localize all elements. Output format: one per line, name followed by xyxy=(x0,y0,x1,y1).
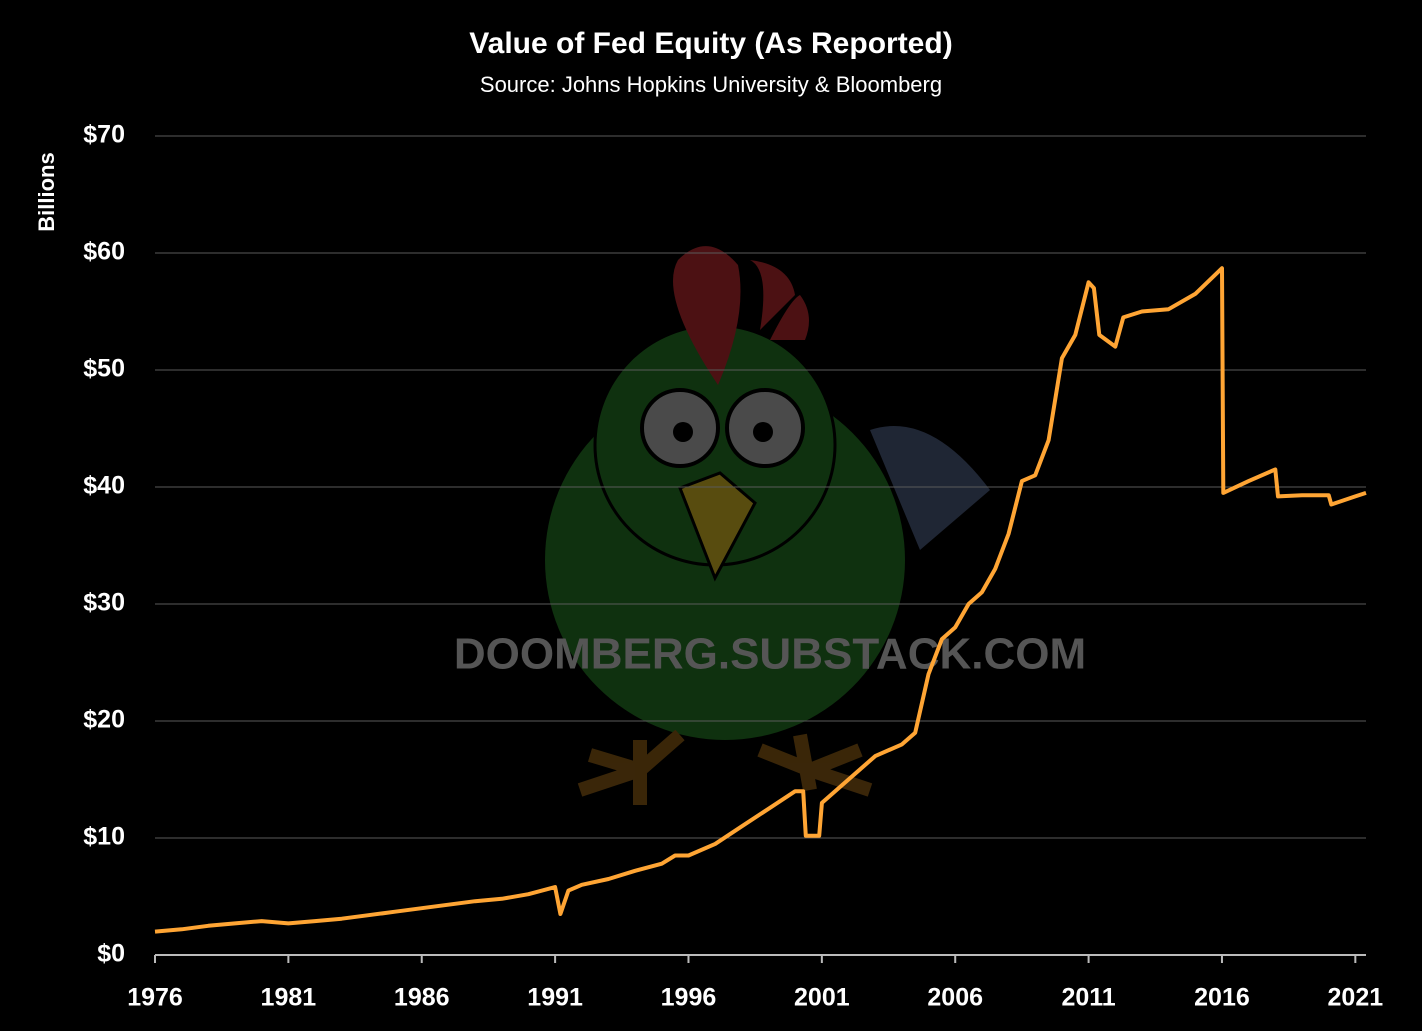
x-tick-label: 1981 xyxy=(261,984,317,1012)
x-tick-label: 1976 xyxy=(127,984,183,1012)
y-tick-label: $0 xyxy=(97,940,125,968)
mascot xyxy=(545,246,990,805)
y-tick-label: $30 xyxy=(83,589,125,617)
y-tick-label: $50 xyxy=(83,355,125,383)
y-tick-label: $70 xyxy=(83,121,125,149)
chart-subtitle: Source: Johns Hopkins University & Bloom… xyxy=(480,72,942,97)
y-axis-label: Billions xyxy=(34,152,59,231)
x-tick-label: 2016 xyxy=(1194,984,1250,1012)
y-tick-label: $40 xyxy=(83,472,125,500)
x-tick-label: 2001 xyxy=(794,984,850,1012)
y-tick-label: $20 xyxy=(83,706,125,734)
x-tick-label: 1986 xyxy=(394,984,450,1012)
chart-title: Value of Fed Equity (As Reported) xyxy=(469,27,952,60)
watermark: DOOMBERG.SUBSTACK.COM xyxy=(454,630,1086,679)
x-tick-label: 1991 xyxy=(527,984,583,1012)
y-tick-label: $60 xyxy=(83,238,125,266)
data-line xyxy=(154,266,1367,934)
x-tick-label: 1996 xyxy=(661,984,717,1012)
x-tick-label: 2011 xyxy=(1061,984,1115,1012)
x-tick-label: 2021 xyxy=(1328,984,1384,1012)
y-tick-label: $10 xyxy=(83,823,125,851)
x-tick-label: 2006 xyxy=(927,984,983,1012)
